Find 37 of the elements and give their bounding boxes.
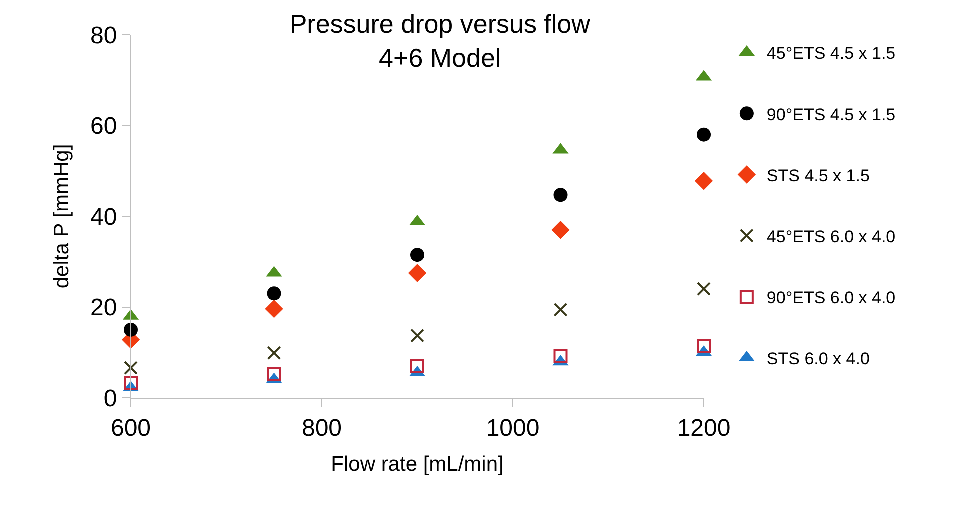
y-axis-title: delta P [mmHg] [50, 144, 74, 289]
legend-label: 90°ETS 4.5 x 1.5 [766, 105, 896, 124]
point [410, 359, 424, 374]
y-tick-label: 20 [90, 294, 118, 322]
chart-title: Pressure drop versus flow 4+6 Model [290, 9, 591, 73]
point [124, 361, 138, 376]
point [697, 339, 711, 354]
point [124, 322, 138, 337]
point [554, 188, 568, 202]
point [267, 366, 282, 381]
legend-label: 45°ETS 4.5 x 1.5 [766, 44, 896, 64]
x-tick-label: 800 [302, 414, 342, 442]
point [124, 376, 138, 390]
x-tick-label: 600 [110, 414, 152, 442]
point [410, 328, 424, 343]
point [265, 300, 284, 318]
point [410, 248, 424, 262]
x-axis-title: Flow rate [mL/min] [331, 453, 504, 476]
y-tick-label: 40 [90, 204, 118, 231]
point [554, 302, 568, 317]
legend-label: 90°ETS 6.0 x 4.0 [766, 288, 896, 308]
point [267, 286, 282, 301]
point [267, 346, 282, 360]
point [694, 172, 714, 190]
y-tick-label: 80 [90, 22, 118, 50]
point [697, 282, 711, 296]
point [697, 128, 711, 142]
x-tick-label: 1200 [677, 414, 731, 442]
y-tick-label: 60 [90, 113, 118, 140]
legend-label: 45°ETS 6.0 x 4.0 [766, 227, 896, 246]
point [554, 349, 568, 364]
y-tick-label: 0 [104, 385, 118, 412]
point [408, 264, 427, 282]
point [552, 221, 570, 240]
legend-label: STS 4.5 x 1.5 [766, 166, 870, 186]
legend-label: STS 6.0 x 4.0 [766, 350, 870, 369]
x-tick-label: 1000 [486, 414, 540, 442]
